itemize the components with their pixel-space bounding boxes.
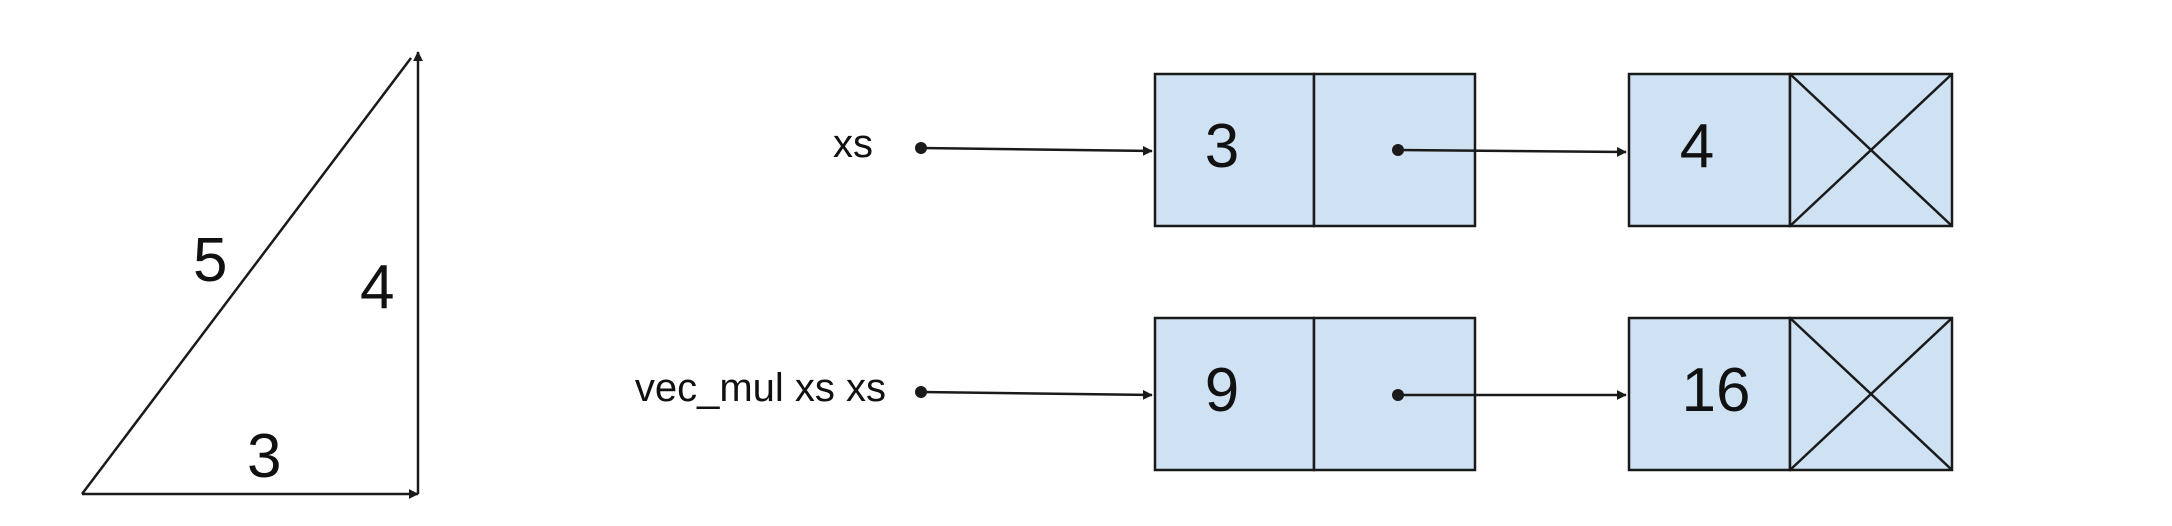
node-value-cell xyxy=(1153,316,1316,472)
list-node: 9 xyxy=(1153,316,1627,472)
node-value-cell xyxy=(1153,72,1316,228)
hypotenuse-label: 5 xyxy=(193,226,227,295)
hypotenuse-line xyxy=(81,57,412,495)
list-node: 4 xyxy=(1627,72,1954,228)
list-node: 16 xyxy=(1627,316,1954,472)
node-value-cell xyxy=(1627,316,1792,472)
base-side-label: 3 xyxy=(247,422,281,491)
node-value-cell xyxy=(1627,72,1792,228)
null-cross-icon xyxy=(1789,73,1953,227)
null-cross-icon xyxy=(1789,317,1953,471)
variable-pointer-arrow xyxy=(920,145,1153,156)
list-name-label: vec_mul xs xs xyxy=(635,366,886,410)
next-pointer-arrow xyxy=(1397,146,1627,157)
node-value: 3 xyxy=(1205,112,1239,181)
linked-list-xs: xs 3 4 xyxy=(833,72,1954,228)
vector-triangle: 5 4 3 xyxy=(81,51,423,499)
node-value: 9 xyxy=(1205,356,1239,425)
list-node: 3 xyxy=(1153,72,1627,228)
list-name-label: xs xyxy=(833,122,873,166)
node-value: 16 xyxy=(1682,356,1751,425)
variable-pointer-arrow xyxy=(920,389,1153,400)
linked-list-vec-mul: vec_mul xs xs 9 16 xyxy=(635,316,1954,472)
node-value: 4 xyxy=(1680,112,1714,181)
vertical-side-label: 4 xyxy=(360,253,394,322)
